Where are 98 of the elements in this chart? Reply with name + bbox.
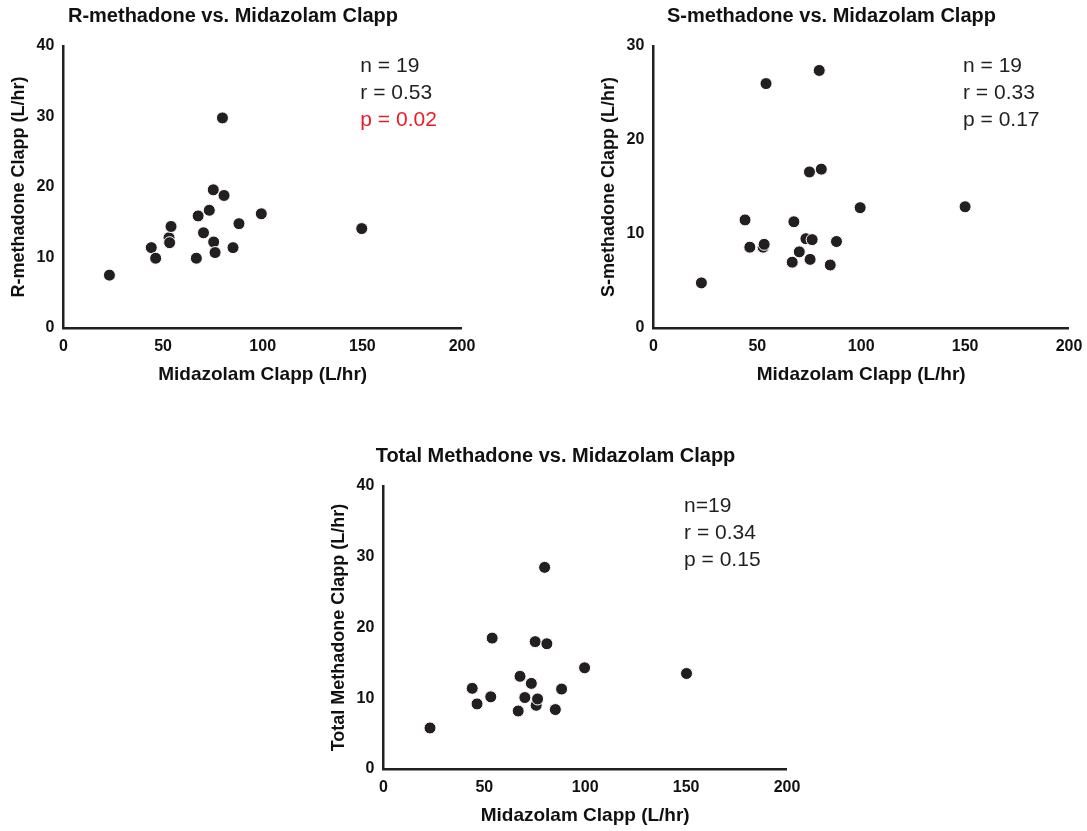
x-tick-label: 0 [378, 778, 388, 796]
y-tick-label: 40 [356, 476, 375, 494]
annotation: n=19 [684, 493, 732, 517]
point [355, 222, 369, 236]
point [226, 241, 240, 255]
x-tick-label: 100 [249, 337, 277, 355]
x-axis-title: Midazolam Clapp (L/hr) [756, 362, 966, 384]
point [548, 703, 562, 717]
x-tick-label: 50 [748, 337, 767, 355]
chart-title: R-methadone vs. Midazolam Clapp [67, 3, 399, 26]
point [792, 245, 806, 259]
point [802, 165, 816, 179]
y-axis-title: S-methadone Clapp (L/hr) [597, 77, 618, 297]
point [164, 219, 178, 233]
y-tick-label: 30 [36, 106, 55, 124]
point [738, 213, 752, 227]
y-tick-label: 0 [45, 318, 55, 336]
point [102, 268, 116, 282]
point [144, 241, 158, 255]
point [538, 560, 552, 574]
annotation: p = 0.17 [963, 107, 1040, 131]
x-axis-title: Midazolam Clapp (L/hr) [480, 803, 690, 825]
y-tick-label: 20 [356, 617, 375, 635]
point [513, 669, 527, 683]
y-tick-label: 20 [626, 130, 645, 148]
annotation: n = 19 [963, 53, 1023, 77]
annotation: p = 0.15 [684, 547, 761, 571]
x-tick-label: 150 [951, 337, 979, 355]
point [484, 690, 498, 704]
annotation: r = 0.53 [360, 80, 433, 104]
point [189, 251, 203, 265]
y-tick-label: 0 [635, 318, 645, 336]
point [207, 235, 221, 249]
point [814, 162, 828, 176]
annotation: r = 0.34 [684, 520, 757, 544]
point [465, 681, 479, 695]
y-tick-label: 10 [626, 224, 645, 242]
x-tick-label: 50 [475, 778, 494, 796]
point [787, 215, 801, 229]
y-tick-label: 30 [356, 547, 375, 565]
point [578, 661, 592, 675]
x-tick-label: 200 [773, 778, 801, 796]
chart-title: Total Methadone vs. Midazolam Clapp [375, 443, 736, 466]
point [470, 697, 484, 711]
point [485, 631, 499, 645]
point [958, 200, 972, 214]
annotation: p = 0.02 [360, 107, 437, 131]
point [232, 217, 246, 231]
point [215, 111, 229, 125]
point [149, 251, 163, 265]
x-tick-label: 200 [448, 337, 476, 355]
point [208, 246, 222, 260]
y-tick-label: 30 [626, 36, 645, 54]
point [785, 255, 799, 269]
y-tick-label: 0 [365, 759, 375, 777]
point [812, 63, 826, 77]
point [531, 692, 545, 706]
y-axis-title: R-methadone Clapp (L/hr) [7, 76, 28, 298]
point [202, 203, 216, 217]
chart-title: S-methadone vs. Midazolam Clapp [667, 3, 996, 26]
y-tick-label: 20 [36, 177, 55, 195]
x-tick-label: 100 [847, 337, 875, 355]
x-tick-label: 50 [154, 337, 173, 355]
point [694, 276, 708, 290]
x-axis-title: Midazolam Clapp (L/hr) [158, 362, 368, 384]
y-tick-label: 40 [36, 36, 55, 54]
annotation: r = 0.33 [963, 80, 1035, 104]
x-tick-label: 150 [672, 778, 700, 796]
point [206, 183, 220, 197]
point [254, 207, 268, 221]
x-tick-label: 200 [1055, 337, 1083, 355]
point [423, 721, 437, 735]
point [555, 682, 569, 696]
point [853, 201, 867, 215]
point [163, 236, 177, 250]
point [540, 637, 554, 651]
y-axis-title: Total Methadone Clapp (L/hr) [327, 503, 348, 752]
x-tick-label: 150 [349, 337, 376, 355]
point [743, 240, 757, 254]
point [805, 233, 819, 247]
point [823, 258, 837, 272]
point [524, 676, 538, 690]
point [197, 226, 211, 240]
point [759, 77, 773, 91]
point [191, 209, 205, 223]
x-tick-label: 100 [571, 778, 599, 796]
y-tick-label: 10 [36, 247, 55, 265]
point [680, 666, 693, 680]
point [217, 188, 231, 202]
y-tick-label: 10 [356, 688, 375, 706]
x-tick-label: 0 [58, 337, 68, 355]
annotation: n = 19 [360, 53, 420, 77]
point [528, 635, 542, 649]
point [829, 235, 843, 249]
point [518, 691, 532, 705]
x-tick-label: 0 [648, 337, 658, 355]
point [803, 252, 817, 266]
point [511, 704, 525, 718]
